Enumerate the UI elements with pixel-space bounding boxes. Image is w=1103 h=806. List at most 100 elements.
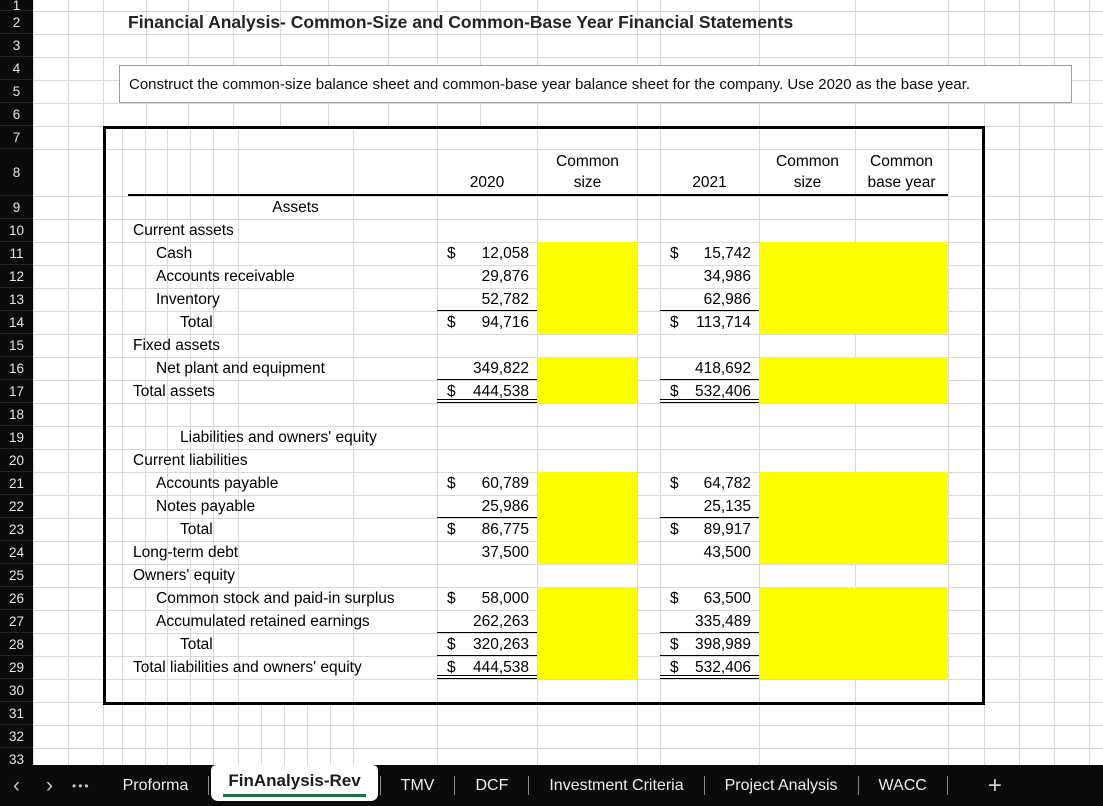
highlight-cell-common-size-r14[interactable] xyxy=(538,311,637,334)
cell-label-current-assets[interactable]: Current assets xyxy=(133,222,234,239)
highlight-cell-common-size-r27[interactable] xyxy=(538,610,637,633)
row-number-31[interactable]: 31 xyxy=(0,702,33,725)
highlight-cell-common-base-r16[interactable] xyxy=(760,357,948,380)
column-header-4[interactable]: Common base year xyxy=(855,149,948,196)
row-number-6[interactable]: 6 xyxy=(0,103,33,126)
sheet-tab-investment-criteria[interactable]: Investment Criteria xyxy=(549,776,684,794)
highlight-cell-common-size-r22[interactable] xyxy=(538,495,637,518)
cell-label-total[interactable]: Total xyxy=(180,636,213,653)
row-header-gutter[interactable]: 1 2 3 4 5 6 7 8 9 10 11 12 13 14 15 16 17 18 19 20 21 22 23 24 2… xyxy=(0,0,33,765)
highlight-cell-common-base-r24[interactable] xyxy=(760,541,948,564)
cell-label-assets[interactable]: Assets xyxy=(272,199,319,216)
cell-value-2021-r26[interactable]: $63,500 xyxy=(660,587,759,610)
row-number-14[interactable]: 14 xyxy=(0,311,33,334)
column-header-0[interactable]: 2020 xyxy=(437,149,537,196)
add-sheet-button[interactable]: + xyxy=(987,771,1002,799)
highlight-cell-common-base-r11[interactable] xyxy=(760,242,948,265)
row-number-21[interactable]: 21 xyxy=(0,472,33,495)
column-header-1[interactable]: Common size xyxy=(538,149,637,196)
highlight-cell-common-size-r16[interactable] xyxy=(538,357,637,380)
cell-value-2020-r13[interactable]: 52,782 xyxy=(437,288,537,311)
row-number-20[interactable]: 20 xyxy=(0,449,33,472)
sheet-tab-finanalysis-rev[interactable]: FinAnalysis-Rev xyxy=(211,765,378,801)
highlight-cell-common-base-r26[interactable] xyxy=(760,587,948,610)
cell-value-2020-r11[interactable]: $12,058 xyxy=(437,242,537,265)
ellipsis-icon[interactable]: ••• xyxy=(72,778,91,793)
highlight-cell-common-size-r12[interactable] xyxy=(538,265,637,288)
highlight-cell-common-size-r26[interactable] xyxy=(538,587,637,610)
cell-value-2021-r22[interactable]: 25,135 xyxy=(660,495,759,518)
row-number-13[interactable]: 13 xyxy=(0,288,33,311)
sheet-title[interactable]: Financial Analysis- Common-Size and Comm… xyxy=(128,12,794,32)
row-number-7[interactable]: 7 xyxy=(0,126,33,149)
highlight-cell-common-size-r28[interactable] xyxy=(538,633,637,656)
cell-value-2021-r24[interactable]: 43,500 xyxy=(660,541,759,564)
highlight-cell-common-size-r23[interactable] xyxy=(538,518,637,541)
cell-value-2020-r24[interactable]: 37,500 xyxy=(437,541,537,564)
cell-value-2021-r16[interactable]: 418,692 xyxy=(660,357,759,380)
cell-label-net-plant-and-equipment[interactable]: Net plant and equipment xyxy=(156,360,325,377)
row-number-4[interactable]: 4 xyxy=(0,57,33,80)
highlight-cell-common-base-r29[interactable] xyxy=(760,656,948,679)
highlight-cell-common-base-r21[interactable] xyxy=(760,472,948,495)
highlight-cell-common-size-r13[interactable] xyxy=(538,288,637,311)
sheet-tab-tmv[interactable]: TMV xyxy=(400,776,435,794)
cell-label-notes-payable[interactable]: Notes payable xyxy=(156,498,256,515)
cell-value-2021-r13[interactable]: 62,986 xyxy=(660,288,759,311)
sheet-tab-wacc[interactable]: WACC xyxy=(878,776,927,794)
cell-label-accumulated-retained-earnings[interactable]: Accumulated retained earnings xyxy=(156,613,370,630)
row-number-18[interactable]: 18 xyxy=(0,403,33,426)
highlight-cell-common-base-r17[interactable] xyxy=(760,380,948,403)
cell-label-accounts-payable[interactable]: Accounts payable xyxy=(156,475,279,492)
row-number-27[interactable]: 27 xyxy=(0,610,33,633)
highlight-cell-common-size-r11[interactable] xyxy=(538,242,637,265)
cell-value-2021-r27[interactable]: 335,489 xyxy=(660,610,759,633)
cell-value-2020-r26[interactable]: $58,000 xyxy=(437,587,537,610)
column-header-3[interactable]: Common size xyxy=(760,149,855,196)
cell-value-2020-r16[interactable]: 349,822 xyxy=(437,357,537,380)
row-number-3[interactable]: 3 xyxy=(0,34,33,57)
row-number-1[interactable]: 1 xyxy=(0,0,33,13)
cell-value-2021-r28[interactable]: $398,989 xyxy=(660,633,759,656)
cell-label-total[interactable]: Total xyxy=(180,314,213,331)
cell-value-2020-r12[interactable]: 29,876 xyxy=(437,265,537,288)
highlight-cell-common-size-r21[interactable] xyxy=(538,472,637,495)
cell-value-2020-r23[interactable]: $86,775 xyxy=(437,518,537,541)
row-number-26[interactable]: 26 xyxy=(0,587,33,610)
cell-value-2021-r11[interactable]: $15,742 xyxy=(660,242,759,265)
cell-label-accounts-receivable[interactable]: Accounts receivable xyxy=(156,268,295,285)
cell-label-total[interactable]: Total xyxy=(180,521,213,538)
cell-label-fixed-assets[interactable]: Fixed assets xyxy=(133,337,221,354)
row-number-22[interactable]: 22 xyxy=(0,495,33,518)
sheet-tab-project-analysis[interactable]: Project Analysis xyxy=(724,776,838,794)
highlight-cell-common-base-r12[interactable] xyxy=(760,265,948,288)
cell-label-total-assets[interactable]: Total assets xyxy=(133,383,215,400)
cell-label-owners-equity[interactable]: Owners' equity xyxy=(133,567,236,584)
row-number-11[interactable]: 11 xyxy=(0,242,33,265)
highlight-cell-common-size-r24[interactable] xyxy=(538,541,637,564)
highlight-cell-common-base-r22[interactable] xyxy=(760,495,948,518)
cell-label-liabilities-and-owners-equity[interactable]: Liabilities and owners' equity xyxy=(180,429,377,446)
row-number-24[interactable]: 24 xyxy=(0,541,33,564)
cell-value-2020-r17[interactable]: $444,538 xyxy=(437,380,537,403)
cell-label-long-term-debt[interactable]: Long-term debt xyxy=(133,544,239,561)
chevron-right-icon[interactable]: › xyxy=(46,774,53,797)
cell-label-total-liabilities-and-owners-equity[interactable]: Total liabilities and owners' equity xyxy=(133,659,362,676)
column-header-2[interactable]: 2021 xyxy=(660,149,759,196)
instruction-textbox[interactable]: Construct the common-size balance sheet … xyxy=(119,65,1072,103)
cell-value-2021-r12[interactable]: 34,986 xyxy=(660,265,759,288)
cell-value-2020-r27[interactable]: 262,263 xyxy=(437,610,537,633)
highlight-cell-common-base-r28[interactable] xyxy=(760,633,948,656)
row-number-32[interactable]: 32 xyxy=(0,725,33,748)
cell-label-common-stock-and-paid-in-surplus[interactable]: Common stock and paid-in surplus xyxy=(156,590,395,607)
highlight-cell-common-base-r23[interactable] xyxy=(760,518,948,541)
cell-value-2021-r17[interactable]: $532,406 xyxy=(660,380,759,403)
cell-value-2021-r14[interactable]: $113,714 xyxy=(660,311,759,334)
row-number-17[interactable]: 17 xyxy=(0,380,33,403)
cell-value-2021-r23[interactable]: $89,917 xyxy=(660,518,759,541)
cell-value-2020-r22[interactable]: 25,986 xyxy=(437,495,537,518)
row-number-2[interactable]: 2 xyxy=(0,11,33,34)
row-number-28[interactable]: 28 xyxy=(0,633,33,656)
cell-value-2021-r21[interactable]: $64,782 xyxy=(660,472,759,495)
sheet-tab-proforma[interactable]: Proforma xyxy=(122,776,189,794)
